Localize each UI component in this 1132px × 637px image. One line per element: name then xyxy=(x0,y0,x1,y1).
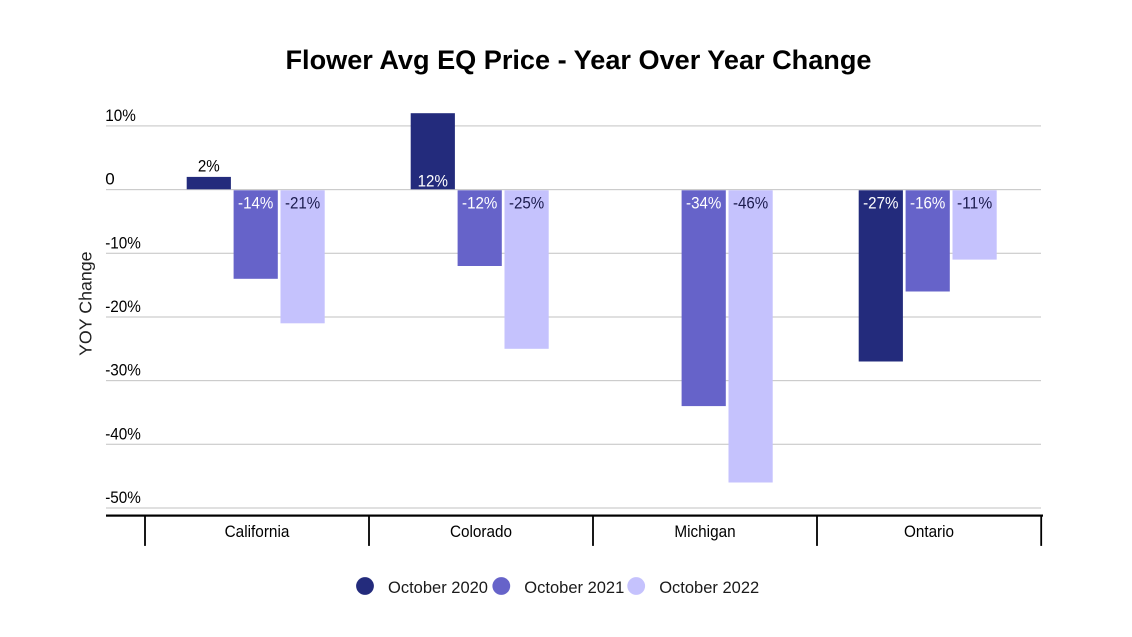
svg-text:-11%: -11% xyxy=(957,194,992,213)
svg-text:YOY Change: YOY Change xyxy=(75,251,95,356)
svg-text:October 2020: October 2020 xyxy=(388,579,488,597)
svg-text:0: 0 xyxy=(105,170,114,189)
svg-text:10%: 10% xyxy=(105,106,136,125)
svg-text:-10%: -10% xyxy=(105,233,141,252)
svg-text:-25%: -25% xyxy=(509,194,544,213)
svg-text:-20%: -20% xyxy=(105,297,141,316)
svg-text:California: California xyxy=(225,522,290,541)
svg-text:-16%: -16% xyxy=(910,194,945,213)
svg-text:-40%: -40% xyxy=(105,424,141,443)
svg-text:-21%: -21% xyxy=(285,194,320,213)
svg-text:2%: 2% xyxy=(198,157,220,176)
svg-text:Michigan: Michigan xyxy=(674,522,735,541)
svg-text:October 2022: October 2022 xyxy=(659,579,759,597)
svg-text:Flower Avg EQ Price - Year Ove: Flower Avg EQ Price - Year Over Year Cha… xyxy=(286,45,872,75)
svg-text:-46%: -46% xyxy=(733,194,768,213)
svg-text:-14%: -14% xyxy=(238,194,273,213)
svg-text:-30%: -30% xyxy=(105,361,141,380)
svg-text:-12%: -12% xyxy=(462,194,497,213)
svg-text:Ontario: Ontario xyxy=(904,522,954,541)
svg-text:Colorado: Colorado xyxy=(450,522,512,541)
svg-text:12%: 12% xyxy=(418,171,448,190)
svg-text:October 2021: October 2021 xyxy=(524,579,624,597)
svg-text:-50%: -50% xyxy=(105,488,141,507)
svg-text:-27%: -27% xyxy=(863,194,898,213)
svg-text:-34%: -34% xyxy=(686,194,721,213)
